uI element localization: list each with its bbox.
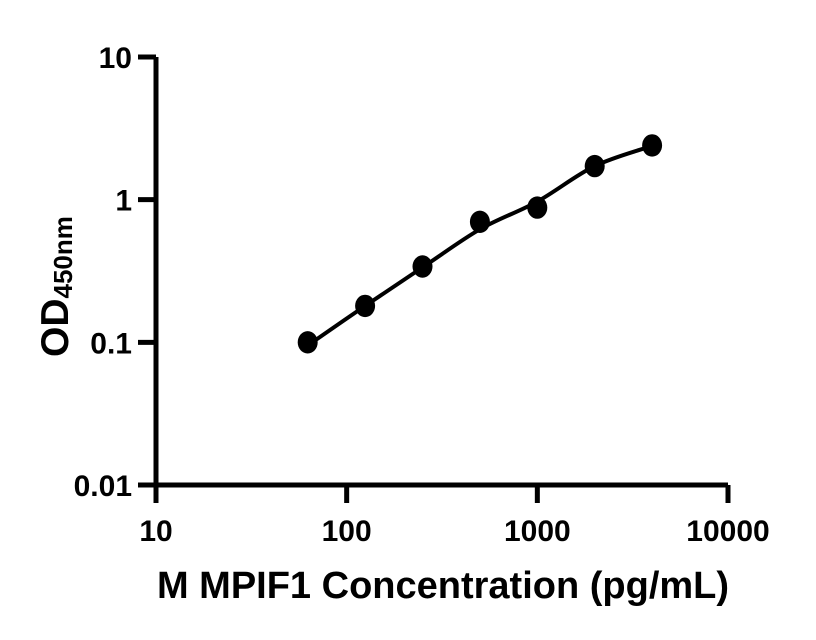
y-tick-label: 10 bbox=[99, 42, 132, 75]
x-tick-label: 10 bbox=[139, 515, 172, 548]
x-axis-ticks bbox=[153, 485, 731, 503]
y-axis-title-main: OD bbox=[34, 299, 77, 358]
x-axis-tick-labels: 10 100 1000 10000 bbox=[139, 515, 769, 548]
data-points bbox=[297, 134, 663, 354]
y-axis-tick-labels: 10 1 0.1 0.01 bbox=[74, 42, 132, 503]
y-axis-title-subscript: 450nm bbox=[48, 216, 78, 298]
data-point bbox=[297, 331, 318, 354]
x-tick-label: 100 bbox=[322, 515, 372, 548]
y-tick-label: 1 bbox=[115, 185, 132, 218]
data-point bbox=[469, 210, 490, 233]
y-tick-label: 0.1 bbox=[90, 327, 132, 360]
data-point bbox=[355, 294, 376, 318]
data-point bbox=[412, 255, 433, 278]
x-tick-label: 10000 bbox=[686, 515, 769, 548]
x-axis-title: M MPIF1 Concentration (pg/mL) bbox=[157, 565, 729, 607]
y-axis-ticks bbox=[138, 54, 156, 488]
x-tick-label: 1000 bbox=[504, 515, 571, 548]
fit-curve-line bbox=[305, 143, 655, 348]
data-point bbox=[527, 196, 548, 219]
axes bbox=[153, 56, 729, 488]
y-tick-label: 0.01 bbox=[74, 470, 132, 503]
data-point bbox=[642, 134, 663, 157]
y-axis-title: OD450nm bbox=[34, 216, 78, 357]
data-point bbox=[584, 154, 605, 178]
